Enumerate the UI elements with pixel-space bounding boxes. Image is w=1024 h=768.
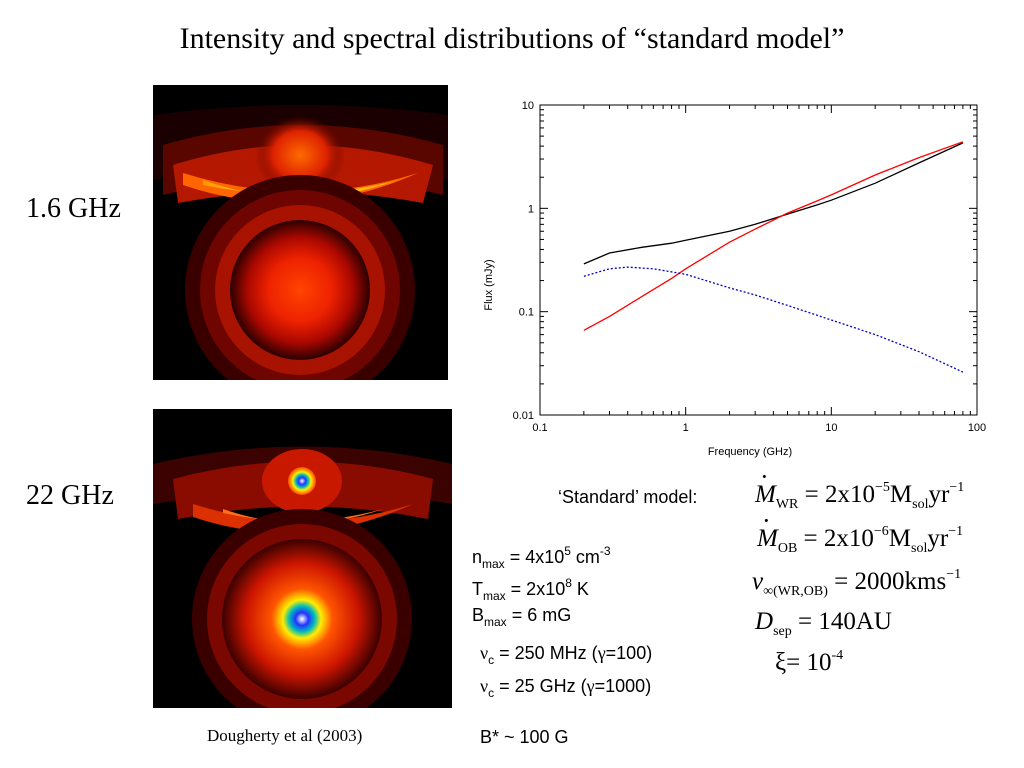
slide-title: Intensity and spectral distributions of … xyxy=(179,22,845,55)
series-line-1 xyxy=(583,142,964,265)
param-nmax: nmax = 4x105 cm-3 xyxy=(472,544,611,571)
y-tick-label: 1 xyxy=(528,203,534,215)
frequency-label-top: 1.6 GHz xyxy=(26,193,121,224)
intensity-map-1p6ghz xyxy=(153,85,448,380)
plot-frame xyxy=(539,104,978,416)
param-nuc-25ghz: νc = 25 GHz (γ=1000) xyxy=(480,676,652,700)
mass-loss-ob-equation: MOB = 2x10−6Msolyr−1 xyxy=(757,524,963,557)
param-tmax: Tmax = 2x108 K xyxy=(472,576,589,603)
y-axis-label: Flux (mJy) xyxy=(483,259,495,310)
separation-equation: Dsep = 140AU xyxy=(755,608,892,639)
series-line-3 xyxy=(583,266,964,373)
citation: Dougherty et al (2003) xyxy=(207,726,363,745)
y-tick-label: 10 xyxy=(522,100,534,112)
x-axis-label: Frequency (GHz) xyxy=(708,446,792,458)
frequency-label-bottom: 22 GHz xyxy=(26,480,114,511)
param-nuc-250mhz: νc = 250 MHz (γ=100) xyxy=(480,643,653,667)
chart-series xyxy=(583,141,964,373)
xi-equation: ξ= 10-4 xyxy=(775,648,844,676)
x-tick-label: 100 xyxy=(968,422,986,434)
intensity-map-22ghz xyxy=(153,409,452,708)
terminal-velocity-equation: v∞(WR,OB) = 2000kms−1 xyxy=(752,567,962,599)
param-bmax: Bmax = 6 mG xyxy=(472,605,572,629)
y-tick-label: 0.01 xyxy=(513,410,534,422)
x-tick-label: 1 xyxy=(683,422,689,434)
x-tick-label: 10 xyxy=(825,422,837,434)
series-line-2 xyxy=(583,141,964,331)
param-bstar: B* ~ 100 G xyxy=(480,727,569,747)
mass-loss-wr-equation: MWR = 2x10−5Msolyr−1 xyxy=(755,480,964,513)
y-tick-label: 0.1 xyxy=(519,307,534,319)
x-tick-label: 0.1 xyxy=(532,422,547,434)
model-label: ‘Standard’ model: xyxy=(558,487,698,507)
